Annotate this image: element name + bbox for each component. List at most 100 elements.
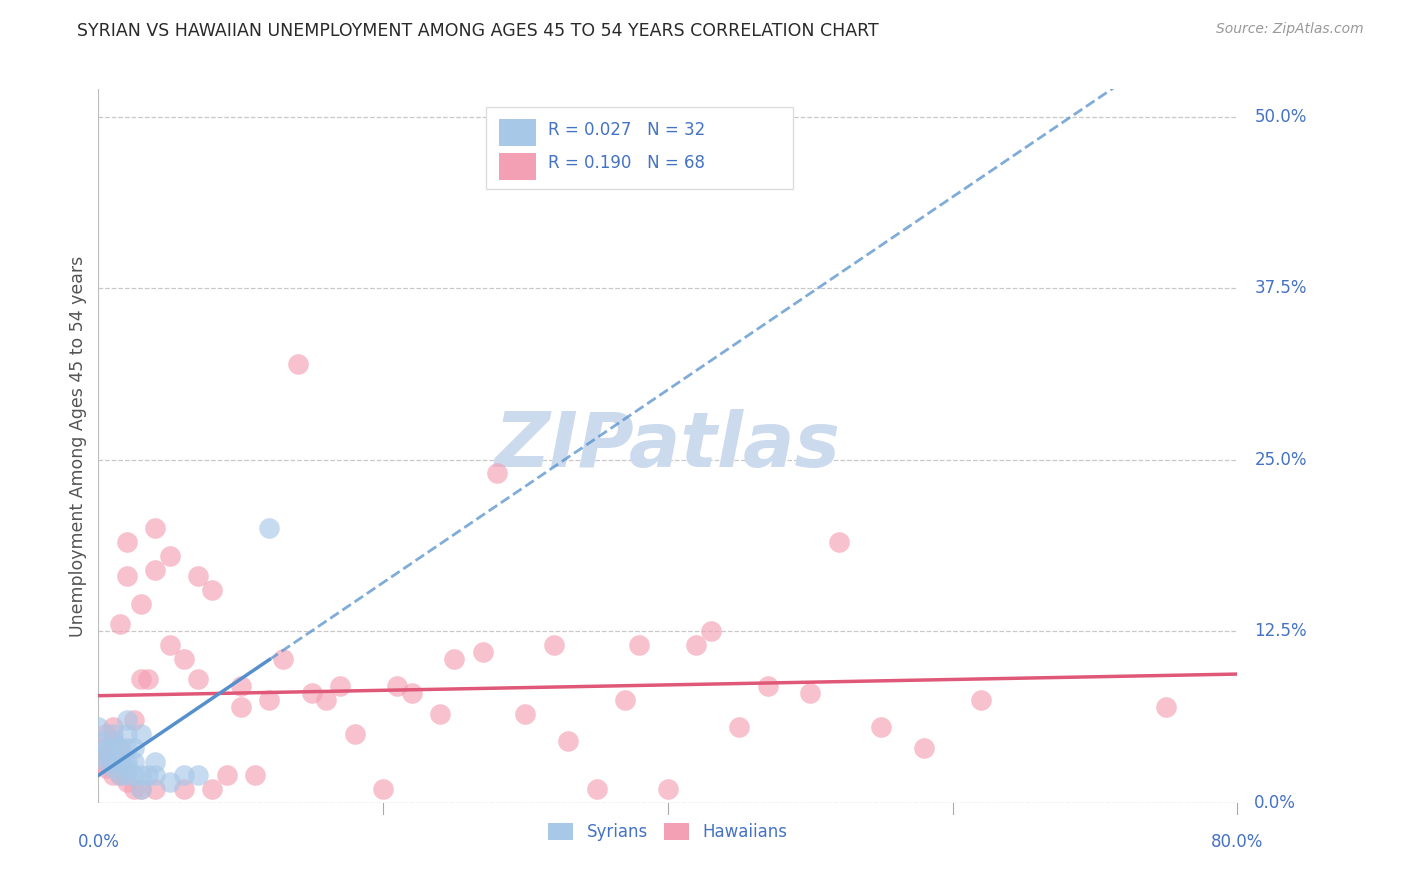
Text: 80.0%: 80.0% [1211,833,1264,851]
Point [159,638,181,652]
Point [471,645,494,659]
Point [215,768,238,782]
Text: 25.0%: 25.0% [1254,450,1306,468]
Point [243,768,266,782]
Point [94,747,117,762]
Point [201,782,224,797]
Point [115,569,138,583]
Text: 50.0%: 50.0% [1254,108,1306,126]
Point [685,638,707,652]
Point [287,357,309,371]
Point [343,727,366,741]
Point [728,720,751,734]
Point [129,768,152,782]
Point [628,638,651,652]
Point [173,768,195,782]
Text: ZIPatlas: ZIPatlas [495,409,841,483]
Point [145,562,167,576]
Text: SYRIAN VS HAWAIIAN UNEMPLOYMENT AMONG AGES 45 TO 54 YEARS CORRELATION CHART: SYRIAN VS HAWAIIAN UNEMPLOYMENT AMONG AG… [77,22,879,40]
Point [108,755,131,769]
Point [187,673,209,687]
Point [87,755,110,769]
Point [145,782,167,797]
Point [115,535,138,549]
Point [870,720,893,734]
Legend: Syrians, Hawaiians: Syrians, Hawaiians [541,816,794,848]
Point [129,782,152,797]
Point [108,768,131,782]
Point [115,755,138,769]
Point [108,617,131,632]
Point [329,679,352,693]
Point [101,768,124,782]
Point [486,467,509,481]
FancyBboxPatch shape [485,107,793,189]
Point [229,679,252,693]
Point [145,755,167,769]
Point [136,768,159,782]
Point [101,762,124,776]
Text: 0.0%: 0.0% [77,833,120,851]
Point [173,651,195,665]
Point [1154,699,1177,714]
Point [401,686,423,700]
Point [101,740,124,755]
Point [912,740,935,755]
Point [129,782,152,797]
Point [87,740,110,755]
Point [108,768,131,782]
Point [94,727,117,741]
Point [122,740,145,755]
Point [159,775,181,789]
Point [122,755,145,769]
Point [799,686,821,700]
Point [315,693,337,707]
Point [443,651,465,665]
Point [87,734,110,748]
Point [657,782,679,797]
Point [115,727,138,741]
Point [301,686,323,700]
Point [187,569,209,583]
Point [129,727,152,741]
Point [115,775,138,789]
Point [614,693,637,707]
Point [94,762,117,776]
Point [173,782,195,797]
Point [101,755,124,769]
Point [101,734,124,748]
Text: 0.0%: 0.0% [1254,794,1296,812]
Point [115,740,138,755]
Point [101,734,124,748]
Point [101,755,124,769]
Point [273,651,295,665]
Point [101,727,124,741]
Point [229,699,252,714]
Point [828,535,851,549]
Point [87,720,110,734]
Text: Source: ZipAtlas.com: Source: ZipAtlas.com [1216,22,1364,37]
Point [115,714,138,728]
Point [756,679,779,693]
Point [373,782,395,797]
Point [108,755,131,769]
Point [515,706,537,721]
Point [115,762,138,776]
Point [122,714,145,728]
Text: 12.5%: 12.5% [1254,623,1308,640]
Point [259,521,281,535]
Point [122,782,145,797]
FancyBboxPatch shape [499,153,536,180]
Y-axis label: Unemployment Among Ages 45 to 54 years: Unemployment Among Ages 45 to 54 years [69,255,87,637]
Text: R = 0.027   N = 32: R = 0.027 N = 32 [548,121,706,139]
Point [543,638,565,652]
Point [145,768,167,782]
Point [129,597,152,611]
Point [94,755,117,769]
Point [129,673,152,687]
Text: 37.5%: 37.5% [1254,279,1306,297]
Point [136,673,159,687]
Point [699,624,721,639]
Point [187,768,209,782]
Point [87,747,110,762]
